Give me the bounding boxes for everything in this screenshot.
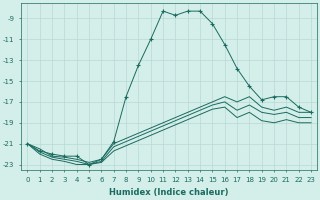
X-axis label: Humidex (Indice chaleur): Humidex (Indice chaleur) (109, 188, 229, 197)
